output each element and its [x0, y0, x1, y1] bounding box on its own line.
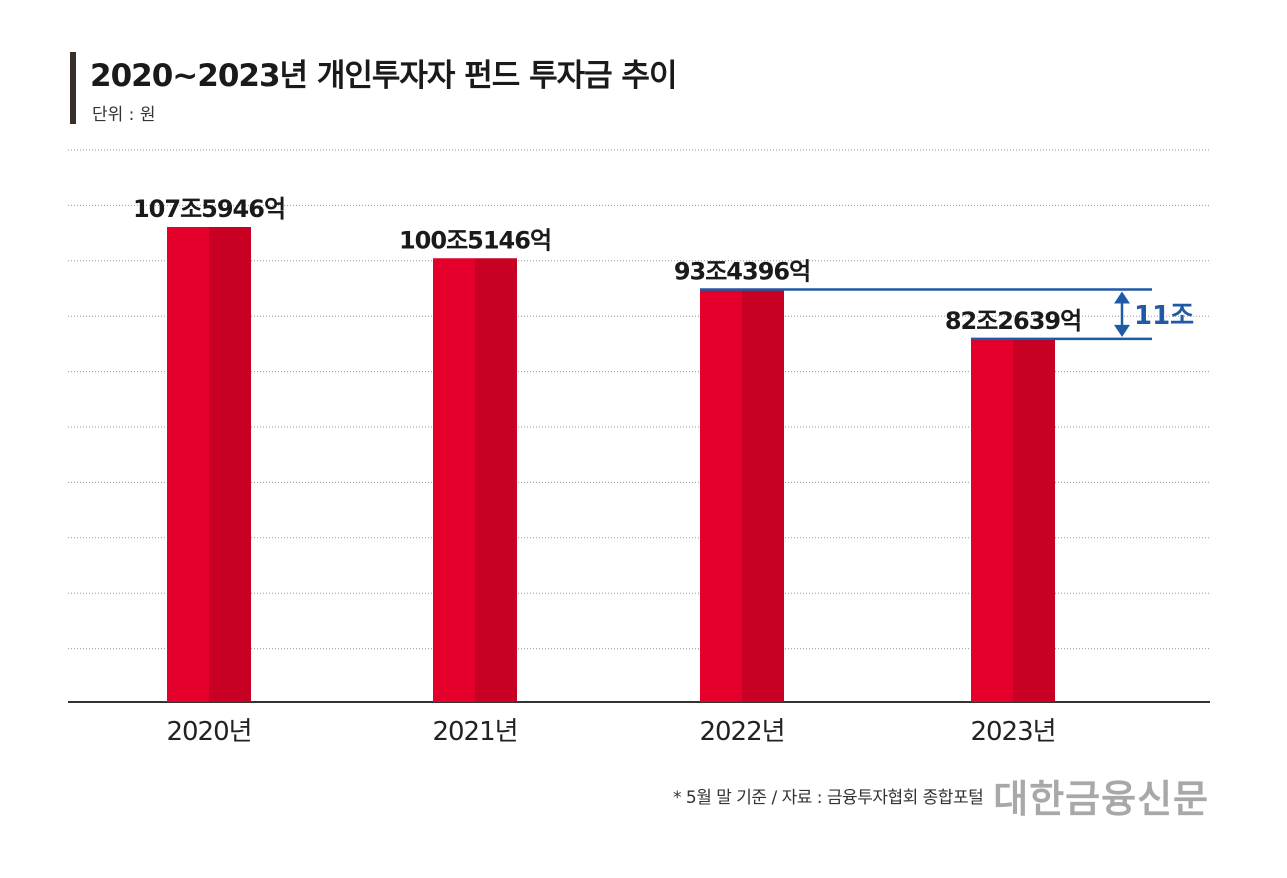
bar	[700, 289, 742, 702]
x-tick-label: 2020년	[166, 717, 251, 747]
bar-shade	[209, 227, 251, 702]
bar	[433, 258, 475, 702]
bar-shade	[475, 258, 517, 702]
x-tick-label: 2021년	[432, 717, 517, 747]
arrow-up-icon	[1114, 291, 1130, 304]
annotation-label: 11조	[1134, 301, 1194, 331]
data-label: 100조5146억	[399, 226, 551, 254]
footer: * 5월 말 기준 / 자료 : 금융투자협회 종합포털 대한금융신문	[673, 768, 1209, 823]
data-label: 93조4396억	[674, 257, 810, 285]
x-tick-label: 2022년	[699, 717, 784, 747]
bars	[167, 227, 1055, 702]
x-tick-label: 2023년	[970, 717, 1055, 747]
brand-logo: 대한금융신문	[993, 777, 1209, 821]
title-accent-bar	[70, 52, 76, 124]
bar	[971, 338, 1013, 702]
bar-shade	[1013, 338, 1055, 702]
labels: 107조5946억 2020년 100조5146억 2021년 93조4396억 2022…	[133, 195, 1194, 747]
arrow-down-icon	[1114, 324, 1130, 337]
source-note: * 5월 말 기준 / 자료 : 금융투자협회 종합포털	[672, 788, 984, 808]
data-label: 107조5946억	[133, 195, 285, 223]
bar	[167, 227, 209, 702]
unit-label: 단위 : 원	[92, 105, 156, 125]
difference-annotation	[700, 288, 1152, 341]
data-label: 82조2639억	[945, 307, 1081, 335]
chart-title: 2020~2023년 개인투자자 펀드 투자금 추이	[90, 58, 677, 94]
bar-shade	[742, 289, 784, 702]
